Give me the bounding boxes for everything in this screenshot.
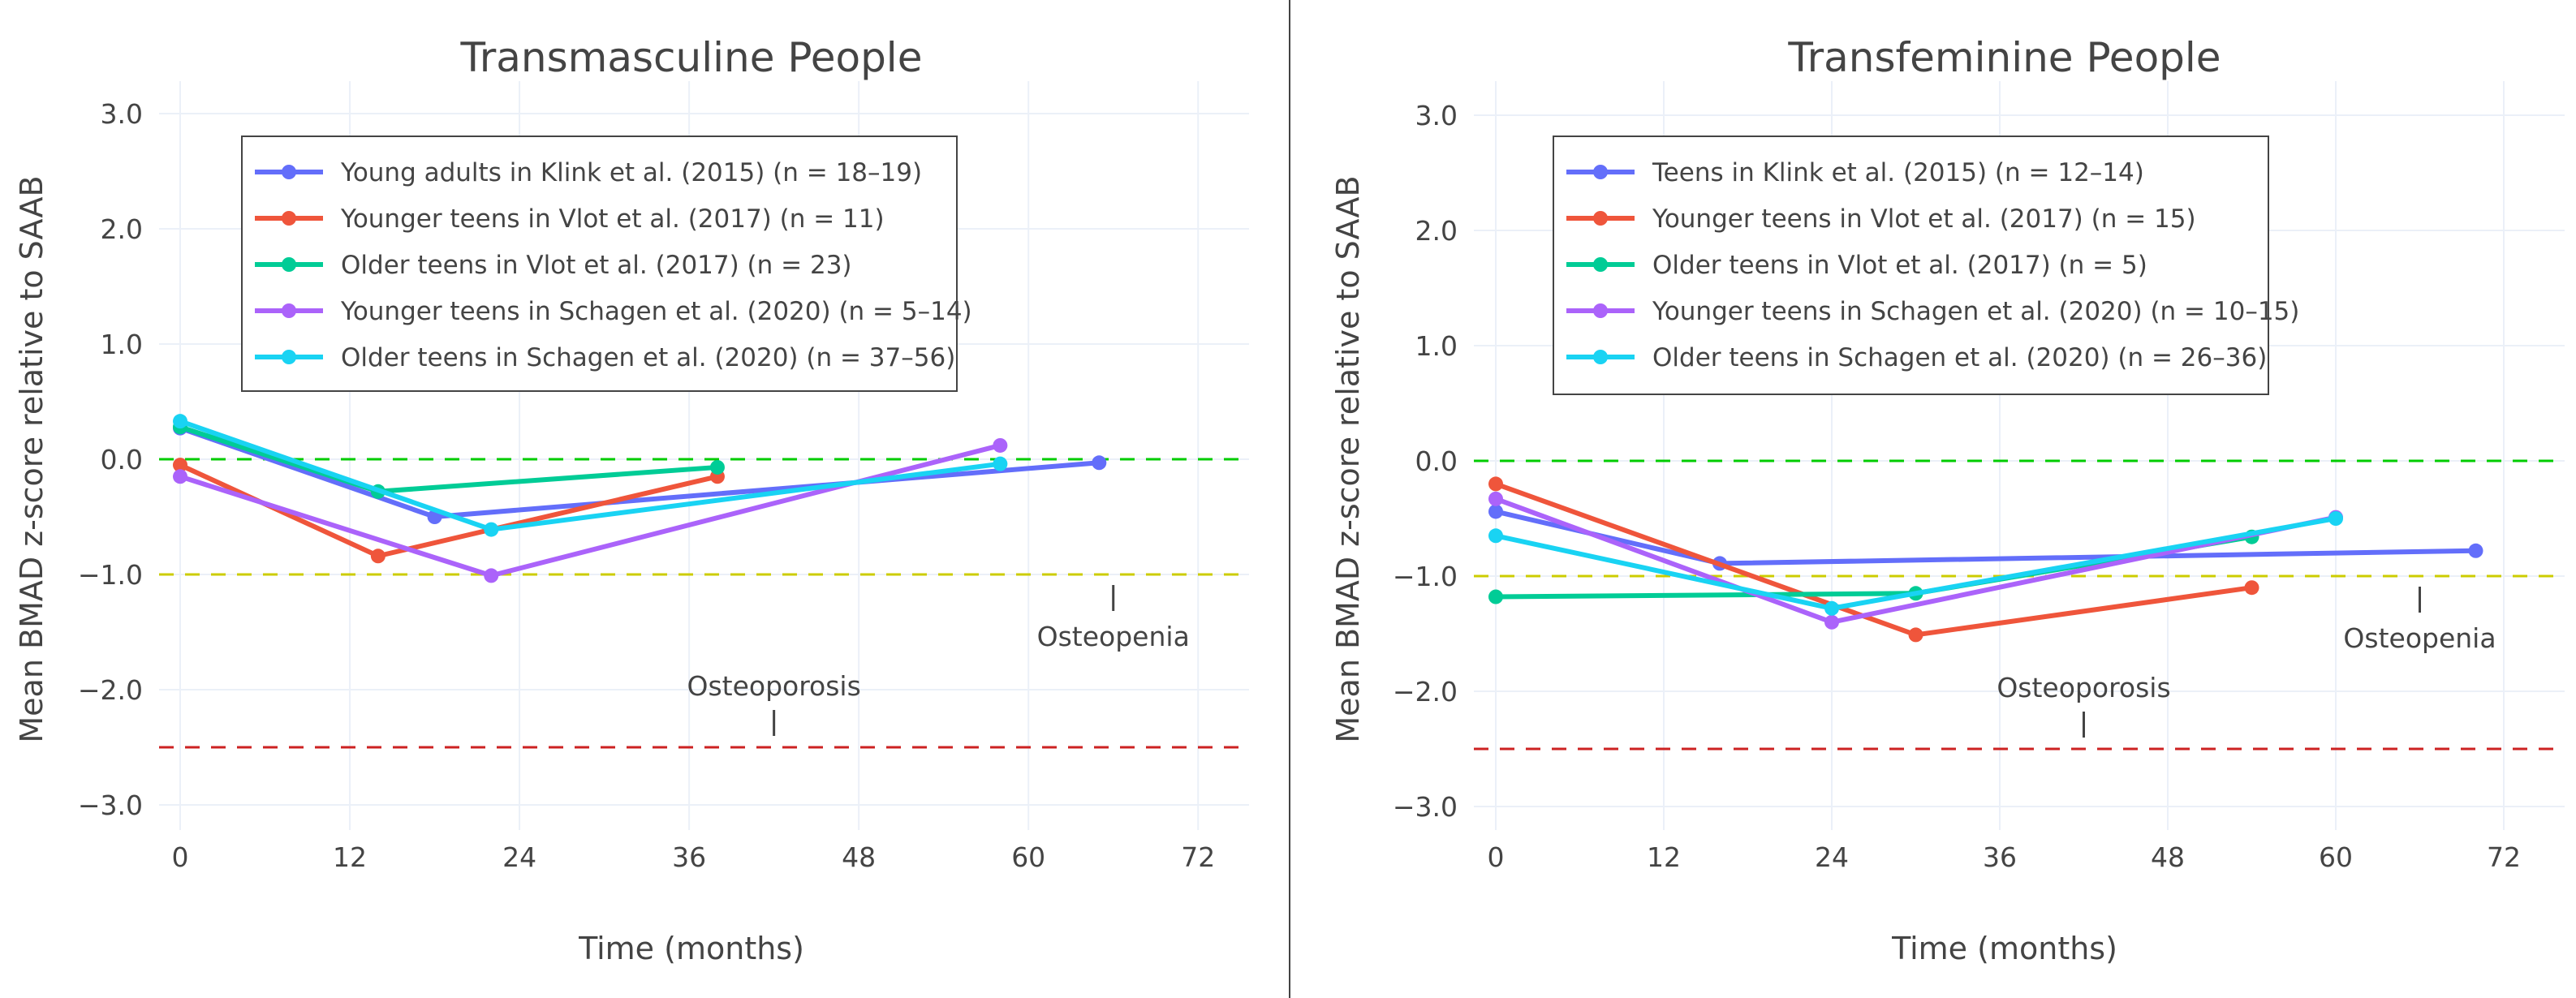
series-line xyxy=(1495,534,2252,600)
legend-entry: Older teens in Schagen et al. (2020) (n … xyxy=(341,343,955,372)
data-point xyxy=(1908,627,1923,643)
data-point xyxy=(2244,580,2259,596)
data-point xyxy=(1488,504,1503,519)
y-tick-label: 3.0 xyxy=(101,98,143,130)
chart-title: Transmasculine People xyxy=(460,34,923,81)
data-point xyxy=(2468,543,2483,558)
y-tick-label: −1.0 xyxy=(78,559,143,591)
y-tick-label: 1.0 xyxy=(1415,330,1458,362)
legend-box xyxy=(1553,136,2269,395)
x-tick-label: 24 xyxy=(1815,841,1849,873)
legend-box xyxy=(241,136,958,392)
x-tick-label: 0 xyxy=(1488,841,1505,873)
y-tick-label: 2.0 xyxy=(1415,215,1458,247)
y-tick-label: 3.0 xyxy=(1415,100,1458,131)
legend-swatch-marker xyxy=(282,165,296,179)
y-tick-label: 2.0 xyxy=(101,213,143,245)
data-point xyxy=(1488,476,1503,492)
x-tick-label: 48 xyxy=(2151,841,2185,873)
data-point xyxy=(370,548,386,564)
x-tick-label: 72 xyxy=(1181,841,1215,873)
y-tick-label: −3.0 xyxy=(1393,791,1458,823)
data-point xyxy=(173,458,187,473)
data-point xyxy=(1488,491,1503,506)
y-tick-label: −2.0 xyxy=(1393,676,1458,708)
legend-entry: Younger teens in Schagen et al. (2020) (… xyxy=(340,297,972,326)
annotation-label: Osteoporosis xyxy=(687,670,860,702)
y-axis-label: Mean BMAD z-score relative to SAAB xyxy=(14,175,50,742)
legend-swatch-marker xyxy=(1593,211,1608,226)
x-tick-label: 0 xyxy=(172,841,189,873)
legend-swatch-marker xyxy=(282,257,296,272)
legend-entry: Younger teens in Vlot et al. (2017) (n =… xyxy=(1652,204,2196,234)
data-point xyxy=(1488,589,1503,604)
annotation-label: Osteoporosis xyxy=(1997,672,2170,703)
y-tick-label: −2.0 xyxy=(78,674,143,706)
chart-1: 0 12 24 36 48 60 72 3.0 2.0 1.0 0.0 −1.0 −2.0 −3.0 Ost… xyxy=(1330,34,2565,966)
data-point xyxy=(1488,528,1503,544)
data-point xyxy=(2328,511,2343,526)
x-axis-label: Time (months) xyxy=(578,931,804,966)
legend-swatch-marker xyxy=(282,350,296,364)
legend-entry: Young adults in Klink et al. (2015) (n =… xyxy=(340,158,922,187)
legend-entry: Younger teens in Schagen et al. (2020) (… xyxy=(1652,297,2299,326)
x-tick-label: 24 xyxy=(502,841,536,873)
data-point xyxy=(993,437,1008,453)
y-tick-label: 1.0 xyxy=(101,329,143,360)
x-tick-label: 48 xyxy=(842,841,876,873)
chart-0: 0 12 24 36 48 60 72 3.0 2.0 1.0 0.0 −1.0 −2.0 −3.0 Ost… xyxy=(14,34,1249,966)
legend-entry: Older teens in Vlot et al. (2017) (n = 5… xyxy=(1652,251,2147,280)
x-tick-label: 36 xyxy=(672,841,706,873)
annotation-label: Osteopenia xyxy=(1037,621,1190,652)
data-point xyxy=(484,568,499,583)
legend: Teens in Klink et al. (2015) (n = 12–14)… xyxy=(1553,136,2299,395)
chart-title: Transfeminine People xyxy=(1787,34,2221,81)
data-point xyxy=(173,469,187,484)
legend-entry: Teens in Klink et al. (2015) (n = 12–14) xyxy=(1652,158,2144,187)
data-point xyxy=(173,414,187,429)
legend-entry: Older teens in Schagen et al. (2020) (n … xyxy=(1652,343,2267,372)
legend-swatch-marker xyxy=(282,303,296,318)
data-point xyxy=(709,459,725,475)
y-tick-label: −3.0 xyxy=(78,789,143,821)
legend-swatch-marker xyxy=(1593,303,1608,318)
data-point xyxy=(1824,614,1839,630)
data-point xyxy=(1092,455,1107,471)
data-point xyxy=(1824,600,1839,616)
x-tick-label: 60 xyxy=(2319,841,2353,873)
x-tick-label: 60 xyxy=(1011,841,1045,873)
data-point xyxy=(484,522,499,537)
annotation-label: Osteopenia xyxy=(2343,622,2496,654)
legend-swatch-marker xyxy=(1593,257,1608,272)
y-tick-label: 0.0 xyxy=(101,444,143,475)
y-tick-label: −1.0 xyxy=(1393,561,1458,592)
legend-entry: Younger teens in Vlot et al. (2017) (n =… xyxy=(340,204,885,234)
legend-swatch-marker xyxy=(282,211,296,226)
legend-swatch-marker xyxy=(1593,350,1608,364)
legend-swatch-marker xyxy=(1593,165,1608,179)
data-point xyxy=(993,456,1008,471)
x-tick-label: 72 xyxy=(2487,841,2521,873)
legend: Young adults in Klink et al. (2015) (n =… xyxy=(241,136,972,392)
x-axis-label: Time (months) xyxy=(1891,931,2117,966)
y-tick-label: 0.0 xyxy=(1415,445,1458,477)
legend-entry: Older teens in Vlot et al. (2017) (n = 2… xyxy=(341,251,852,280)
x-tick-label: 36 xyxy=(1983,841,2017,873)
x-tick-label: 12 xyxy=(333,841,367,873)
y-axis-label: Mean BMAD z-score relative to SAAB xyxy=(1330,175,1366,742)
x-tick-label: 12 xyxy=(1647,841,1681,873)
